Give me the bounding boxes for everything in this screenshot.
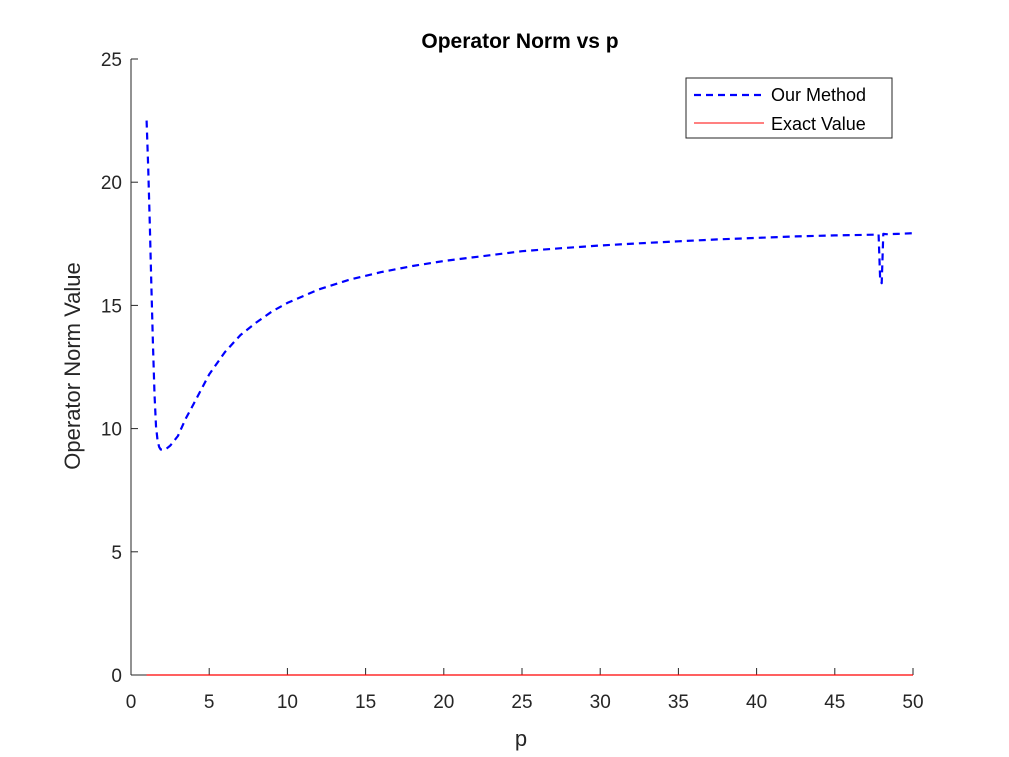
y-tick-label: 15 (101, 296, 122, 317)
x-tick-label: 30 (590, 692, 611, 713)
x-axis-ticks: 0 5 10 15 20 25 30 35 40 45 50 (126, 668, 924, 713)
y-axis-ticks: 0 5 10 15 20 25 (101, 50, 138, 687)
legend-box (685, 77, 893, 139)
y-tick-label: 25 (101, 50, 122, 71)
legend-label-exact-value: Exact Value (771, 114, 866, 134)
x-tick-label: 50 (902, 692, 923, 713)
x-tick-label: 0 (126, 692, 137, 713)
y-tick-label: 20 (101, 173, 122, 194)
x-tick-label: 15 (355, 692, 376, 713)
x-axis-label: p (515, 726, 527, 751)
x-tick-label: 25 (511, 692, 532, 713)
legend: Our Method Exact Value (685, 77, 893, 139)
legend-label-our-method: Our Method (771, 85, 866, 105)
x-tick-label: 35 (668, 692, 689, 713)
x-tick-label: 45 (824, 692, 845, 713)
series-layer (145, 120, 914, 676)
x-tick-label: 5 (204, 692, 215, 713)
x-tick-label: 10 (277, 692, 298, 713)
x-tick-label: 40 (746, 692, 767, 713)
series-line-our-method (145, 120, 914, 451)
y-tick-label: 5 (111, 543, 122, 564)
plot-area: 0 5 10 15 20 25 30 35 40 45 50 0 5 10 15 20 25 (101, 50, 924, 713)
chart-title: Operator Norm vs p (421, 30, 618, 53)
x-tick-label: 20 (433, 692, 454, 713)
y-axis-label: Operator Norm Value (60, 262, 85, 469)
y-tick-label: 0 (111, 666, 122, 687)
y-tick-label: 10 (101, 420, 122, 441)
